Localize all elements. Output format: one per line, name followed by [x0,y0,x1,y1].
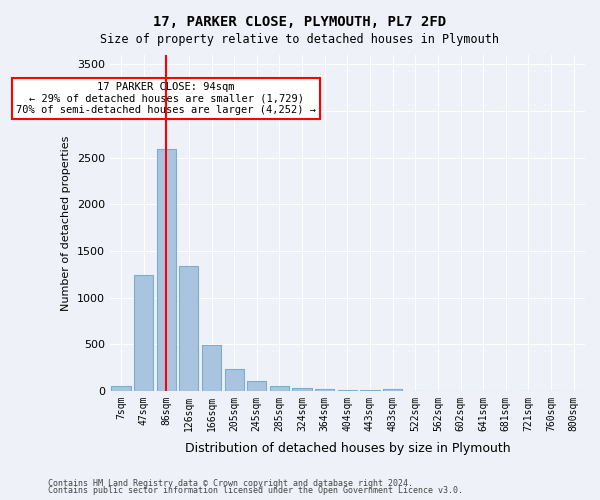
Bar [338,390,357,391]
Text: Size of property relative to detached houses in Plymouth: Size of property relative to detached ho… [101,32,499,46]
Y-axis label: Number of detached properties: Number of detached properties [61,135,71,310]
Bar [157,149,176,391]
Bar [315,390,334,391]
Bar [383,389,402,391]
Bar [179,266,199,391]
X-axis label: Distribution of detached houses by size in Plymouth: Distribution of detached houses by size … [185,442,510,455]
Text: 17 PARKER CLOSE: 94sqm
← 29% of detached houses are smaller (1,729)
70% of semi-: 17 PARKER CLOSE: 94sqm ← 29% of detached… [16,82,316,115]
Text: Contains public sector information licensed under the Open Government Licence v3: Contains public sector information licen… [48,486,463,495]
Bar [202,345,221,391]
Bar [361,390,380,391]
Bar [247,380,266,391]
Bar [134,275,153,391]
Text: 17, PARKER CLOSE, PLYMOUTH, PL7 2FD: 17, PARKER CLOSE, PLYMOUTH, PL7 2FD [154,15,446,29]
Bar [270,386,289,391]
Bar [292,388,311,391]
Bar [224,370,244,391]
Text: Contains HM Land Registry data © Crown copyright and database right 2024.: Contains HM Land Registry data © Crown c… [48,478,413,488]
Bar [112,386,131,391]
